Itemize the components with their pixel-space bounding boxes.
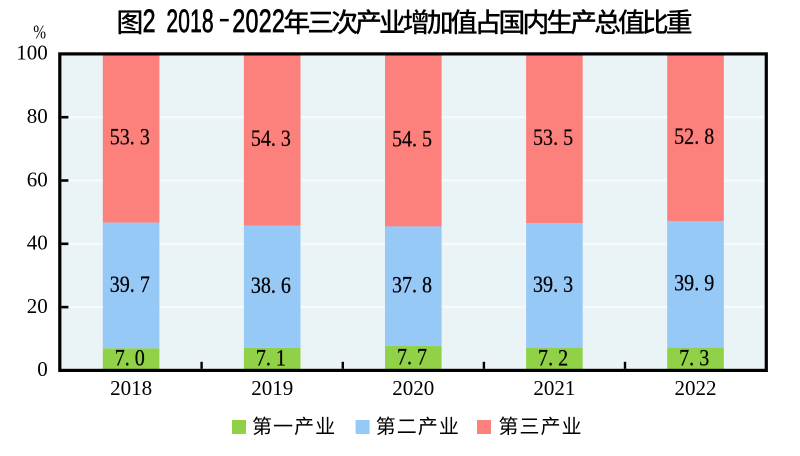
svg-text:2020: 2020 (392, 376, 434, 400)
svg-text:100: 100 (16, 41, 48, 65)
svg-text:54.3: 54. 3 (251, 125, 291, 152)
svg-text:%: % (33, 21, 46, 44)
svg-text:39.3: 39. 3 (533, 270, 573, 297)
svg-text:7.7: 7. 7 (397, 343, 427, 370)
svg-text:52.8: 52. 8 (674, 122, 714, 149)
svg-text:2019: 2019 (251, 376, 293, 400)
svg-text:53.3: 53. 3 (110, 123, 150, 150)
svg-text:20: 20 (27, 294, 48, 318)
svg-text:80: 80 (27, 104, 48, 128)
svg-text:54.5: 54. 5 (392, 125, 432, 152)
svg-text:0: 0 (37, 357, 48, 381)
svg-text:39.9: 39. 9 (674, 269, 714, 296)
svg-text:38.6: 38. 6 (251, 272, 291, 299)
svg-text:53.5: 53. 5 (533, 123, 573, 150)
svg-text:7.0: 7. 0 (115, 344, 145, 371)
svg-text:60: 60 (27, 167, 48, 191)
svg-text:7.3: 7. 3 (679, 344, 709, 371)
svg-text:37.8: 37. 8 (392, 271, 432, 298)
svg-text:2018: 2018 (110, 376, 152, 400)
svg-text:2022: 2022 (675, 376, 717, 400)
svg-text:40: 40 (27, 231, 48, 255)
svg-text:7.2: 7. 2 (538, 344, 568, 371)
svg-text:2021: 2021 (533, 376, 575, 400)
svg-text:39.7: 39. 7 (110, 270, 150, 297)
svg-text:7.1: 7. 1 (256, 344, 286, 371)
